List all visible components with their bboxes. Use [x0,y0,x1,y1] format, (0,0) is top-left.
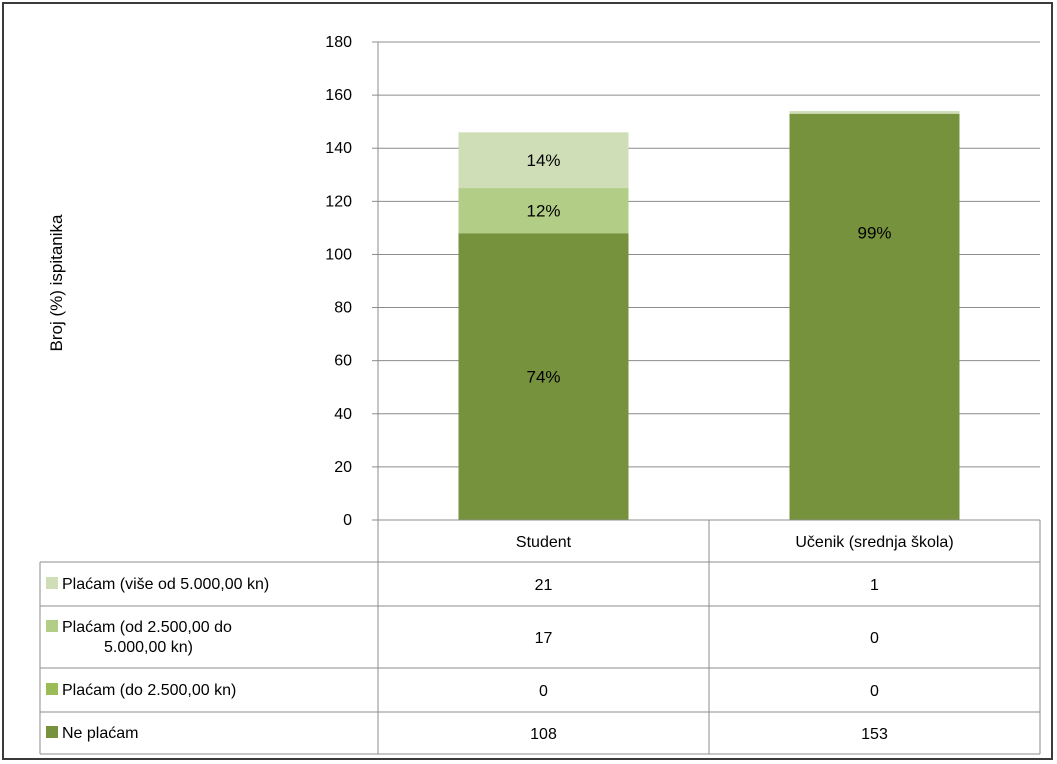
bar-segment [458,188,629,234]
y-tick-label: 100 [325,246,352,263]
y-tick-label: 120 [325,193,352,210]
data-label: 14% [526,151,560,170]
bar-segment [458,132,629,189]
table-value: 108 [530,726,557,743]
table-value: 0 [539,683,548,700]
legend-swatch [46,726,58,738]
legend-label: Plaćam (više od 5.000,00 kn) [62,576,269,593]
table-value: 17 [535,630,553,647]
table-value: 0 [870,683,879,700]
legend-label: Plaćam (od 2.500,00 do [62,619,232,636]
y-axis-label: Broj (%) ispitanika [47,214,66,352]
legend-label: 5.000,00 kn) [104,639,193,656]
y-tick-label: 0 [343,512,352,529]
y-tick-label: 60 [334,353,352,370]
bar-segment [458,233,629,520]
legend-label: Ne plaćam [62,725,138,742]
table-value: 1 [870,577,879,594]
data-label: 99% [857,224,891,243]
y-tick-label: 160 [325,87,352,104]
data-label: 12% [526,202,560,221]
table-value: 153 [861,726,888,743]
y-tick-label: 40 [334,406,352,423]
legend-swatch [46,577,58,589]
y-tick-label: 140 [325,140,352,157]
table-value: 0 [870,630,879,647]
y-tick-label: 20 [334,459,352,476]
data-label: 74% [526,368,560,387]
x-category-label: Učenik (srednja škola) [795,534,953,551]
legend-label: Plaćam (do 2.500,00 kn) [62,682,236,699]
x-category-label: Student [516,534,572,551]
y-tick-label: 80 [334,300,352,317]
y-tick-label: 180 [325,34,352,51]
bar-segment [789,111,960,114]
bar-segment [789,113,960,520]
legend-swatch [46,620,58,632]
table-value: 21 [535,577,553,594]
legend-swatch [46,683,58,695]
